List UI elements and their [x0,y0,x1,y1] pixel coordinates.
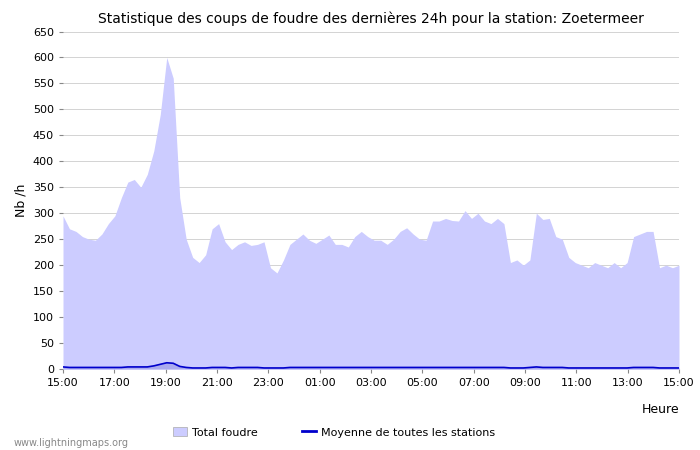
Y-axis label: Nb /h: Nb /h [14,184,27,217]
Text: www.lightningmaps.org: www.lightningmaps.org [14,437,129,447]
Title: Statistique des coups de foudre des dernières 24h pour la station: Zoetermeer: Statistique des coups de foudre des dern… [98,12,644,26]
Text: Heure: Heure [641,403,679,416]
